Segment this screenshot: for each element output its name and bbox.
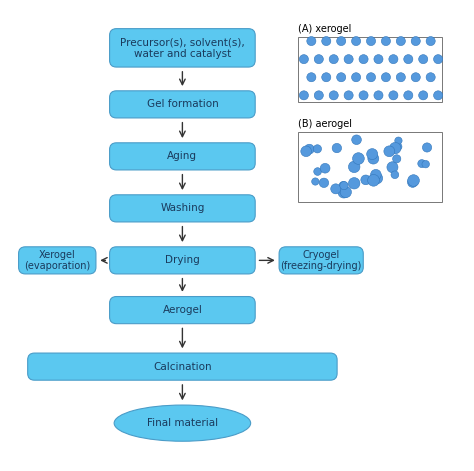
Text: Cryogel
(freezing-drying): Cryogel (freezing-drying)	[281, 250, 362, 271]
Circle shape	[339, 181, 347, 190]
FancyBboxPatch shape	[109, 247, 255, 274]
Circle shape	[371, 170, 381, 180]
Circle shape	[382, 37, 391, 46]
Circle shape	[419, 55, 428, 64]
FancyBboxPatch shape	[27, 353, 337, 380]
Circle shape	[384, 146, 395, 157]
Circle shape	[348, 178, 360, 189]
Circle shape	[340, 181, 348, 190]
Circle shape	[434, 91, 443, 100]
Circle shape	[320, 163, 330, 173]
Text: Washing: Washing	[160, 203, 205, 213]
Circle shape	[359, 55, 368, 64]
Circle shape	[337, 73, 346, 82]
Circle shape	[426, 73, 435, 82]
Circle shape	[340, 187, 351, 198]
Circle shape	[374, 91, 383, 100]
Circle shape	[332, 143, 342, 153]
FancyBboxPatch shape	[109, 297, 255, 324]
Circle shape	[396, 73, 405, 82]
Circle shape	[352, 37, 361, 46]
Circle shape	[361, 175, 371, 185]
Circle shape	[314, 55, 323, 64]
Circle shape	[300, 55, 309, 64]
Text: Xerogel
(evaporation): Xerogel (evaporation)	[24, 250, 91, 271]
FancyBboxPatch shape	[299, 37, 442, 102]
Circle shape	[329, 55, 338, 64]
Circle shape	[392, 155, 401, 163]
Circle shape	[419, 91, 428, 100]
Text: Gel formation: Gel formation	[146, 99, 218, 109]
Circle shape	[344, 55, 353, 64]
Circle shape	[372, 173, 383, 184]
Circle shape	[322, 37, 331, 46]
Circle shape	[391, 171, 399, 179]
Circle shape	[304, 144, 314, 154]
Text: Aging: Aging	[167, 151, 197, 162]
Circle shape	[314, 91, 323, 100]
Circle shape	[352, 135, 361, 145]
Circle shape	[426, 37, 435, 46]
Circle shape	[307, 73, 316, 82]
Text: Calcination: Calcination	[153, 362, 212, 372]
Circle shape	[434, 55, 443, 64]
Circle shape	[314, 168, 321, 175]
Circle shape	[408, 175, 419, 187]
Circle shape	[411, 73, 420, 82]
Circle shape	[387, 162, 398, 173]
Circle shape	[352, 73, 361, 82]
Circle shape	[367, 149, 378, 160]
FancyBboxPatch shape	[109, 91, 255, 118]
FancyBboxPatch shape	[18, 247, 96, 274]
Circle shape	[395, 137, 402, 144]
Circle shape	[368, 153, 379, 164]
Circle shape	[331, 184, 341, 194]
Circle shape	[329, 91, 338, 100]
FancyBboxPatch shape	[279, 247, 363, 274]
Text: Aerogel: Aerogel	[163, 305, 202, 315]
Circle shape	[312, 178, 319, 185]
Circle shape	[394, 143, 402, 150]
Circle shape	[313, 145, 321, 153]
Circle shape	[408, 177, 418, 187]
Circle shape	[418, 160, 426, 168]
Text: Final material: Final material	[147, 418, 218, 428]
FancyBboxPatch shape	[109, 143, 255, 170]
Circle shape	[396, 37, 405, 46]
Circle shape	[389, 55, 398, 64]
Circle shape	[348, 161, 360, 172]
FancyBboxPatch shape	[109, 195, 255, 222]
Circle shape	[422, 143, 432, 152]
Text: Precursor(s), solvent(s),
water and catalyst: Precursor(s), solvent(s), water and cata…	[120, 37, 245, 59]
Circle shape	[404, 91, 413, 100]
Circle shape	[307, 37, 316, 46]
Circle shape	[390, 142, 401, 154]
Circle shape	[353, 153, 365, 164]
Circle shape	[411, 37, 420, 46]
Circle shape	[366, 37, 375, 46]
Circle shape	[301, 146, 311, 156]
FancyBboxPatch shape	[299, 131, 442, 202]
Circle shape	[374, 55, 383, 64]
Circle shape	[404, 55, 413, 64]
Text: (B) aerogel: (B) aerogel	[299, 119, 353, 129]
Ellipse shape	[114, 405, 251, 441]
Circle shape	[319, 178, 328, 187]
Circle shape	[366, 73, 375, 82]
Text: (A) xerogel: (A) xerogel	[299, 24, 352, 34]
Circle shape	[359, 91, 368, 100]
Circle shape	[337, 37, 346, 46]
Circle shape	[344, 91, 353, 100]
FancyBboxPatch shape	[109, 29, 255, 67]
Text: Drying: Drying	[165, 255, 200, 265]
Circle shape	[382, 73, 391, 82]
Circle shape	[338, 187, 350, 198]
Circle shape	[322, 73, 331, 82]
Circle shape	[300, 91, 309, 100]
Circle shape	[389, 91, 398, 100]
Circle shape	[422, 161, 429, 168]
Circle shape	[368, 174, 380, 186]
